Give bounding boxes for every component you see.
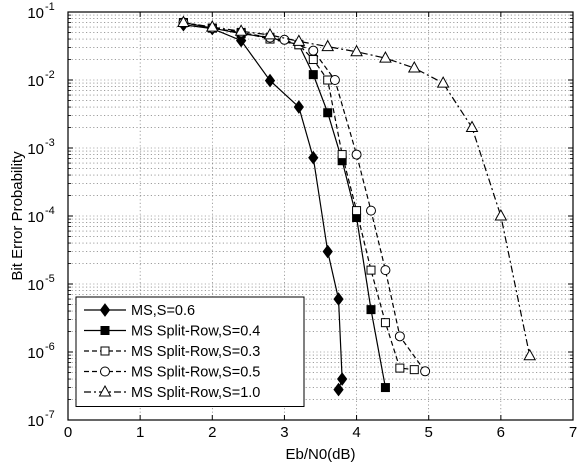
data-point — [366, 205, 376, 216]
data-point — [292, 34, 306, 46]
x-tick-label: 6 — [497, 424, 505, 441]
data-point — [337, 372, 348, 386]
data-point — [234, 24, 248, 36]
data-point — [323, 108, 333, 118]
legend-label: MS Split-Row,S=0.4 — [131, 324, 260, 340]
x-tick-label: 3 — [280, 424, 288, 441]
data-point — [337, 150, 347, 160]
y-tick-label-exponent: -7 — [45, 409, 55, 421]
data-point — [293, 100, 304, 114]
data-point — [308, 70, 318, 80]
series-layer — [177, 15, 537, 397]
data-point — [409, 365, 419, 375]
y-tick-label: 10 — [27, 277, 44, 294]
x-tick-label: 4 — [352, 424, 360, 441]
data-point — [322, 244, 333, 259]
data-point — [380, 265, 391, 276]
y-tick-label: 10 — [27, 141, 44, 158]
data-point — [407, 60, 421, 73]
axes — [67, 11, 574, 421]
data-point — [333, 292, 344, 306]
data-point — [523, 348, 537, 361]
legend-label: MS Split-Row,S=1.0 — [131, 385, 260, 401]
data-point — [380, 383, 390, 393]
legend-entry: MS Split-Row,S=1.0 — [84, 384, 260, 401]
data-point — [351, 149, 362, 160]
data-point — [352, 206, 362, 216]
data-point — [394, 331, 405, 342]
y-tick-label-exponent: -1 — [45, 1, 55, 13]
plot-frame — [67, 11, 574, 421]
y-tick-label: 10 — [27, 345, 44, 362]
y-tick-label: 10 — [27, 413, 44, 430]
data-point — [350, 44, 363, 57]
data-point — [321, 39, 335, 52]
x-tick-label: 2 — [208, 424, 216, 441]
data-point — [420, 366, 431, 377]
data-point — [263, 27, 277, 40]
data-point — [436, 76, 450, 88]
legend-entry: MS Split-Row,S=0.4 — [84, 324, 260, 340]
legend-marker — [99, 303, 111, 317]
x-tick-label: 5 — [425, 424, 433, 441]
data-point — [465, 120, 479, 133]
data-point — [380, 318, 390, 328]
legend-label: MS Split-Row,S=0.3 — [131, 344, 260, 360]
series-line — [183, 24, 343, 390]
legend: MS,S=0.6 MS Split-Row,S=0.4 MS Split-Row,S… — [75, 296, 305, 407]
data-point — [333, 382, 344, 397]
data-point — [205, 20, 219, 32]
y-tick-label-exponent: -5 — [45, 273, 55, 285]
x-axis-label: Eb/N0(dB) — [285, 446, 355, 463]
data-point — [494, 208, 508, 221]
legend-marker — [100, 366, 110, 377]
data-point — [177, 15, 190, 28]
x-tick-label: 7 — [569, 424, 577, 441]
data-point — [379, 51, 392, 63]
data-point — [329, 75, 340, 85]
y-tick-label-exponent: -2 — [45, 69, 55, 81]
legend-marker — [100, 346, 110, 356]
y-tick-label-exponent: -4 — [45, 205, 55, 217]
series-5 — [177, 15, 537, 361]
y-tick-label: 10 — [27, 5, 44, 22]
y-tick-label: 10 — [27, 209, 44, 226]
legend-entry: MS Split-Row,S=0.5 — [84, 365, 260, 381]
data-point — [264, 73, 276, 88]
y-tick-label-exponent: -3 — [45, 137, 55, 149]
legend-label: MS Split-Row,S=0.5 — [131, 365, 260, 381]
y-tick-label: 10 — [27, 73, 44, 90]
legend-marker — [98, 384, 112, 397]
x-tick-label: 0 — [64, 424, 72, 441]
y-tick-label-exponent: -6 — [45, 341, 55, 353]
data-point — [366, 265, 376, 275]
x-tick-label: 1 — [136, 424, 144, 441]
tick-labels: 0 1 2 3 4 5 6 710-710-610-510-410-310-210-1 — [27, 1, 577, 441]
data-point — [308, 45, 319, 56]
legend-entry: MS Split-Row,S=0.3 — [84, 344, 260, 360]
data-point — [308, 55, 318, 65]
legend-marker — [100, 326, 110, 335]
data-point — [279, 34, 290, 45]
legend-box — [75, 296, 305, 407]
series-line — [183, 21, 426, 372]
data-point — [395, 363, 405, 373]
data-point — [308, 150, 319, 165]
data-point — [366, 305, 376, 315]
legend-label: MS,S=0.6 — [131, 303, 195, 319]
y-axis-label: Bit Error Probability — [9, 151, 26, 281]
legend-entry: MS,S=0.6 — [84, 303, 195, 319]
